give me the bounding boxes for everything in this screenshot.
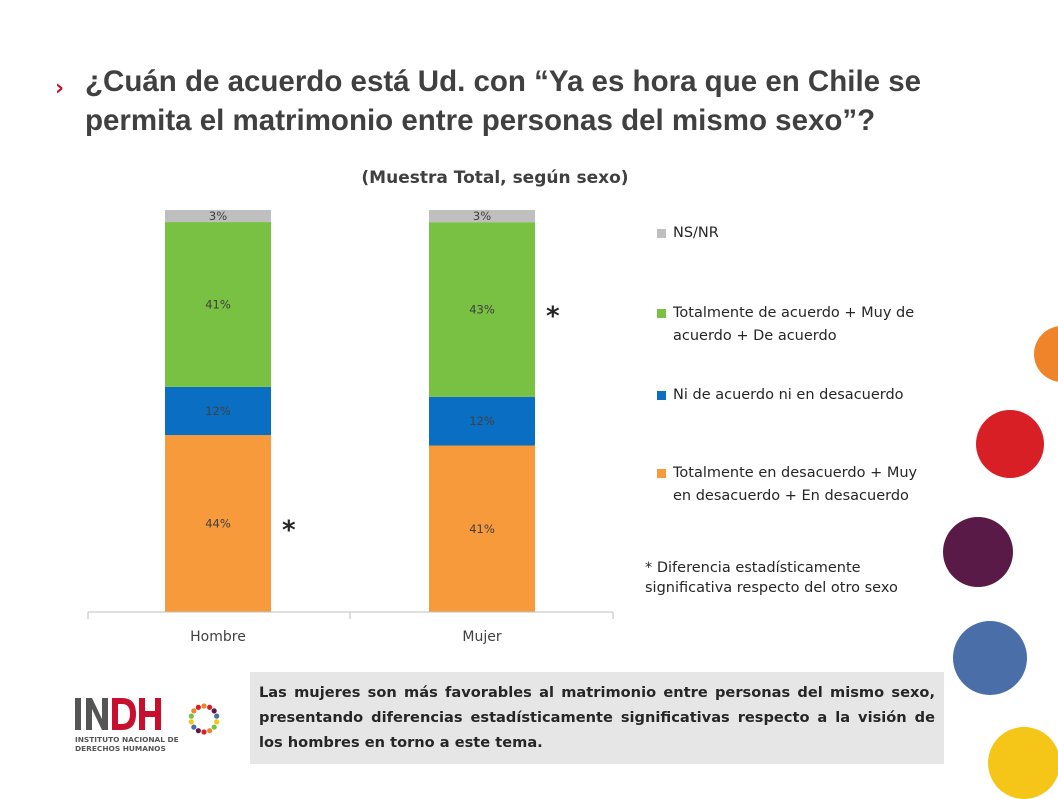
- bar-segment-hombre-3: [165, 210, 271, 223]
- bar-segment-mujer-3: [429, 210, 535, 223]
- x-tick-label-mujer: Mujer: [462, 629, 501, 645]
- logo-dot: [188, 713, 194, 719]
- significance-asterisk-mujer: *: [546, 301, 560, 331]
- data-label-hombre-1: 12%: [205, 404, 231, 418]
- logo-dot: [214, 713, 220, 719]
- decorative-circle: [943, 517, 1013, 587]
- legend-swatch: [657, 469, 666, 478]
- slide-title: ¿Cuán de acuerdo está Ud. con “Ya es hor…: [85, 65, 922, 137]
- legend-label: NS/NR: [673, 225, 719, 241]
- data-label-hombre-2: 41%: [205, 297, 231, 311]
- chevron-right-icon: ›: [55, 76, 65, 101]
- logo-text-line1: INSTITUTO NACIONAL DE: [75, 735, 179, 744]
- logo-dot: [211, 708, 217, 714]
- x-axis: Hombre Mujer: [87, 611, 614, 645]
- data-label-hombre-0: 44%: [205, 517, 231, 531]
- bar-segment-mujer-2: [429, 222, 535, 397]
- significance-note: * Diferencia estadísticamente significat…: [645, 560, 898, 596]
- x-tick-label-hombre: Hombre: [190, 629, 246, 645]
- summary-box: Las mujeres son más favorables al matrim…: [250, 672, 944, 764]
- legend-swatch: [657, 229, 666, 238]
- legend-label: Totalmente en desacuerdo + Muy en desacu…: [673, 465, 918, 504]
- bar-segment-hombre-1: [165, 386, 271, 436]
- chart-subtitle: (Muestra Total, según sexo): [361, 168, 629, 188]
- bar-segment-mujer-1: [429, 396, 535, 446]
- logo-text-line2: DERECHOS HUMANOS: [75, 744, 166, 753]
- decorative-circle: [988, 727, 1058, 799]
- data-label-mujer-0: 41%: [469, 522, 495, 536]
- logo-dot: [195, 704, 201, 710]
- logo-dot: [207, 728, 213, 734]
- logo-dot: [191, 708, 197, 714]
- legend-swatch: [657, 391, 666, 400]
- data-label-mujer-1: 12%: [469, 414, 495, 428]
- logo-dot: [195, 728, 201, 734]
- logo-dot: [191, 724, 197, 730]
- decorative-circle: [976, 410, 1044, 478]
- significance-asterisk-hombre: *: [282, 516, 296, 546]
- bar-segment-hombre-0: [165, 435, 271, 612]
- indh-logo-icon: INSTITUTO NACIONAL DE DERECHOS HUMANOS: [75, 698, 220, 753]
- data-label-mujer-2: 43%: [469, 302, 495, 316]
- legend-swatch: [657, 309, 666, 318]
- logo-dot: [188, 719, 194, 725]
- logo-dot: [201, 703, 207, 709]
- logo-dot: [214, 719, 220, 725]
- data-label-mujer-3: 3%: [473, 209, 491, 223]
- logo-dot: [207, 704, 213, 710]
- logo-dot: [201, 729, 207, 735]
- bar-segment-mujer-0: [429, 445, 535, 612]
- data-labels: 44% 12% 41% 3% 41% 12% 43% 3% * *: [205, 209, 560, 546]
- decorative-circle: [953, 621, 1027, 695]
- legend-label: Ni de acuerdo ni en desacuerdo: [673, 387, 904, 403]
- bars-group: [165, 210, 535, 612]
- legend-label: Totalmente de acuerdo + Muy de acuerdo +…: [673, 305, 915, 344]
- logo-dot: [211, 724, 217, 730]
- bar-segment-hombre-2: [165, 222, 271, 387]
- indh-logo: INSTITUTO NACIONAL DE DERECHOS HUMANOS: [72, 695, 232, 755]
- data-label-hombre-3: 3%: [209, 209, 227, 223]
